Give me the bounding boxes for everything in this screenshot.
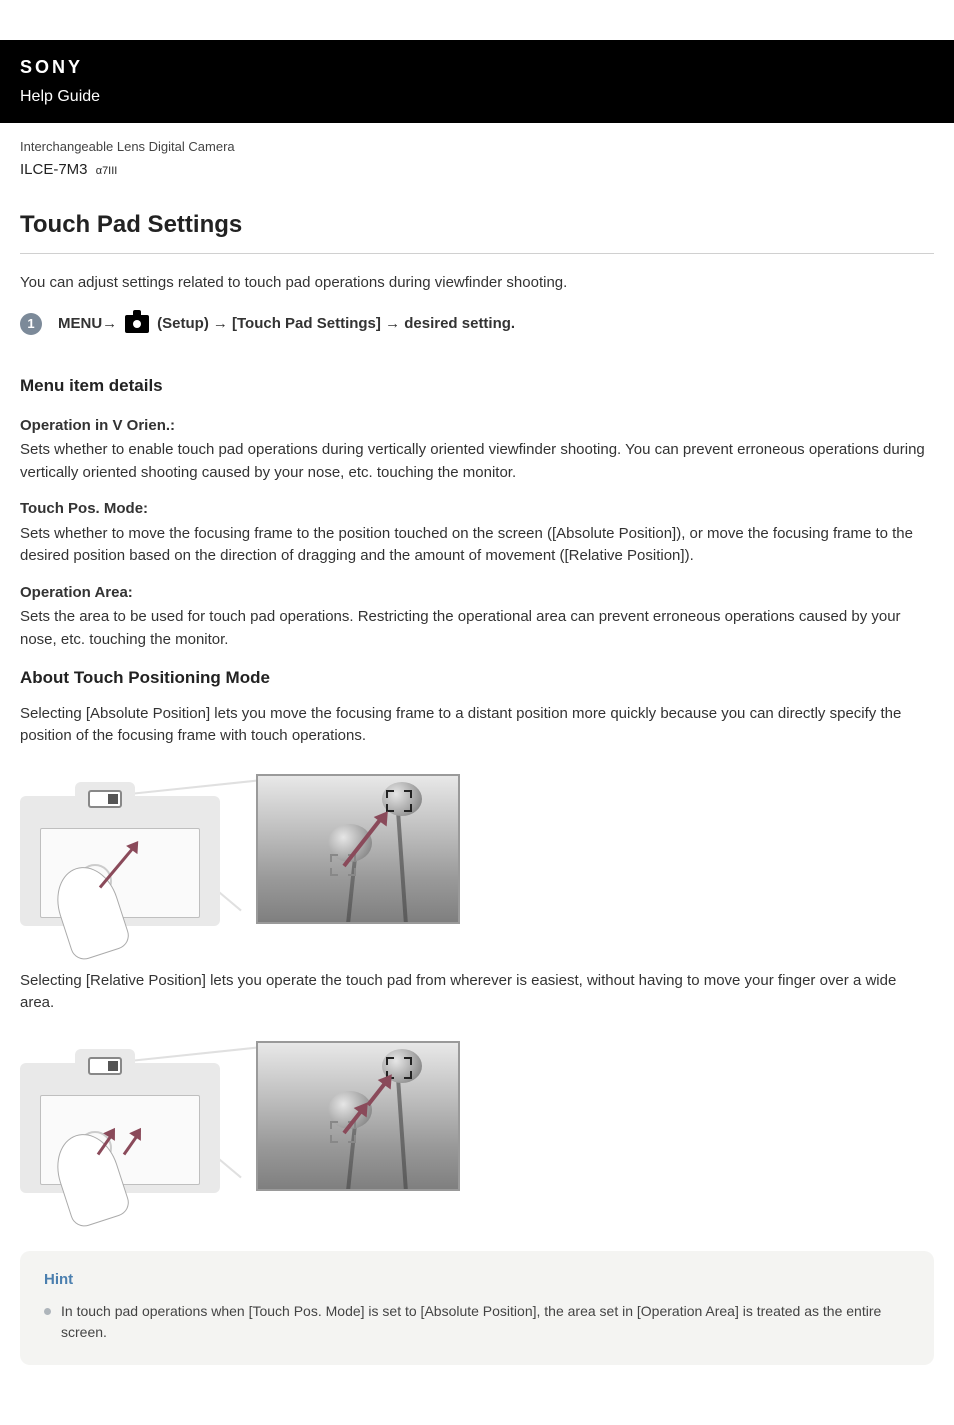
help-guide-label: Help Guide (20, 85, 934, 109)
viewfinder-preview (256, 1041, 460, 1191)
step-text: MENU→ (Setup) → [Touch Pad Settings] → d… (58, 313, 515, 336)
menu-item-title: Touch Pos. Mode: (0, 488, 954, 523)
menu-item-body: Sets the area to be used for touch pad o… (0, 606, 954, 655)
menu-item-body: Sets whether to move the focusing frame … (0, 523, 954, 572)
hint-text: In touch pad operations when [Touch Pos.… (61, 1301, 910, 1343)
step-menu-prefix: MENU→ (58, 313, 117, 336)
page-title: Touch Pad Settings (0, 181, 954, 253)
product-line: Interchangeable Lens Digital Camera (20, 137, 934, 157)
title-rule (20, 253, 934, 254)
viewfinder-preview (256, 774, 460, 924)
camera-viewfinder-icon (88, 1057, 122, 1075)
top-bar: SONY Help Guide (0, 40, 954, 123)
setup-icon (125, 315, 149, 333)
about-relative-paragraph: Selecting [Relative Position] lets you o… (0, 964, 954, 1025)
illustration-relative (0, 1025, 954, 1231)
model-sub: α7III (96, 165, 118, 177)
step-badge: 1 (20, 313, 42, 335)
menu-item-title: Operation in V Orien.: (0, 405, 954, 440)
model-row: ILCE-7M3 α7III (20, 159, 934, 182)
about-absolute-paragraph: Selecting [Absolute Position] lets you m… (0, 697, 954, 758)
about-heading: About Touch Positioning Mode (0, 655, 954, 697)
hint-box: Hint In touch pad operations when [Touch… (20, 1251, 934, 1366)
model-code: ILCE-7M3 (20, 161, 88, 178)
menu-item-title: Operation Area: (0, 572, 954, 607)
menu-details-heading: Menu item details (0, 363, 954, 405)
product-meta: Interchangeable Lens Digital Camera ILCE… (0, 123, 954, 181)
bullet-icon (44, 1308, 51, 1315)
hint-item: In touch pad operations when [Touch Pos.… (44, 1301, 910, 1343)
page-root: SONY Help Guide Interchangeable Lens Dig… (0, 0, 954, 1425)
camera-viewfinder-icon (88, 790, 122, 808)
brand-logo: SONY (20, 54, 934, 81)
illustration-absolute (0, 758, 954, 964)
step-path-suffix: → [Touch Pad Settings] → desired setting… (213, 313, 515, 336)
step-row: 1 MENU→ (Setup) → [Touch Pad Settings] →… (0, 313, 954, 336)
intro-paragraph: You can adjust settings related to touch… (0, 272, 954, 295)
menu-item-body: Sets whether to enable touch pad operati… (0, 439, 954, 488)
hint-title: Hint (44, 1269, 910, 1292)
step-setup-label: (Setup) (157, 313, 209, 336)
